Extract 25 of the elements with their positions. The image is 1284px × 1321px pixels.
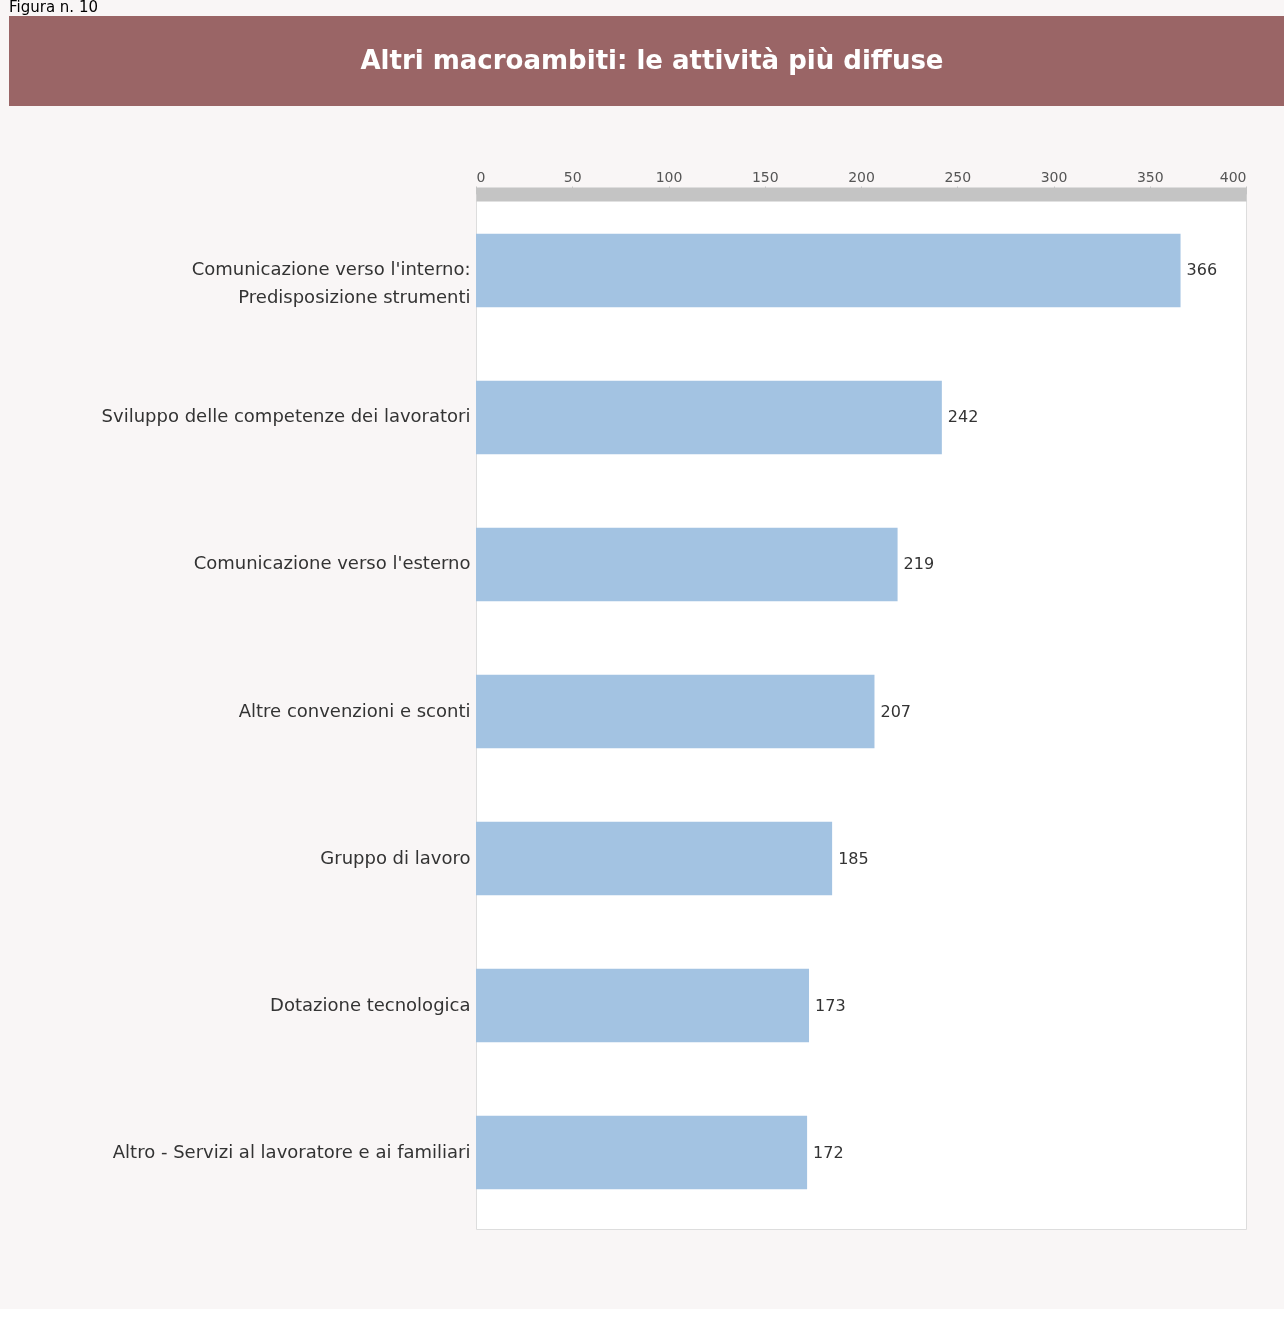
data-label: 242 bbox=[947, 407, 979, 427]
data-label: 219 bbox=[903, 554, 935, 574]
y-tick-label: Sviluppo delle competenze dei lavoratori bbox=[101, 405, 471, 427]
y-tick-label: Altro - Servizi al lavoratore e ai familiari bbox=[112, 1140, 471, 1162]
data-label: 207 bbox=[880, 701, 912, 721]
chart-title: Altri macroambiti: le attività più diffuse bbox=[360, 45, 944, 75]
data-label: 366 bbox=[1186, 260, 1218, 280]
data-label: 173 bbox=[815, 995, 846, 1015]
y-tick-label: Comunicazione verso l'interno: Predisposizione strumenti bbox=[191, 258, 471, 308]
text: Figura n. 10 bbox=[9, 0, 98, 16]
data-label: 172 bbox=[813, 1142, 844, 1162]
x-tick-label: 150 bbox=[751, 168, 779, 185]
x-tick-label: 0 bbox=[476, 168, 486, 185]
x-tick-label: 200 bbox=[848, 168, 875, 185]
y-tick-label: Gruppo di lavoro bbox=[320, 846, 471, 868]
x-tick-label: 350 bbox=[1136, 168, 1164, 185]
y-tick-label: Altre convenzioni e sconti bbox=[238, 699, 471, 721]
x-tick-label: 400 bbox=[1219, 168, 1247, 185]
data-label: 185 bbox=[838, 848, 869, 868]
x-tick-label: 50 bbox=[563, 168, 582, 185]
x-tick-label: 300 bbox=[1040, 168, 1068, 185]
x-tick-label: 250 bbox=[944, 168, 972, 185]
y-tick-label: Dotazione tecnologica bbox=[270, 993, 471, 1015]
x-tick-label: 100 bbox=[655, 168, 683, 185]
y-tick-label: Comunicazione verso l'esterno bbox=[193, 552, 471, 574]
